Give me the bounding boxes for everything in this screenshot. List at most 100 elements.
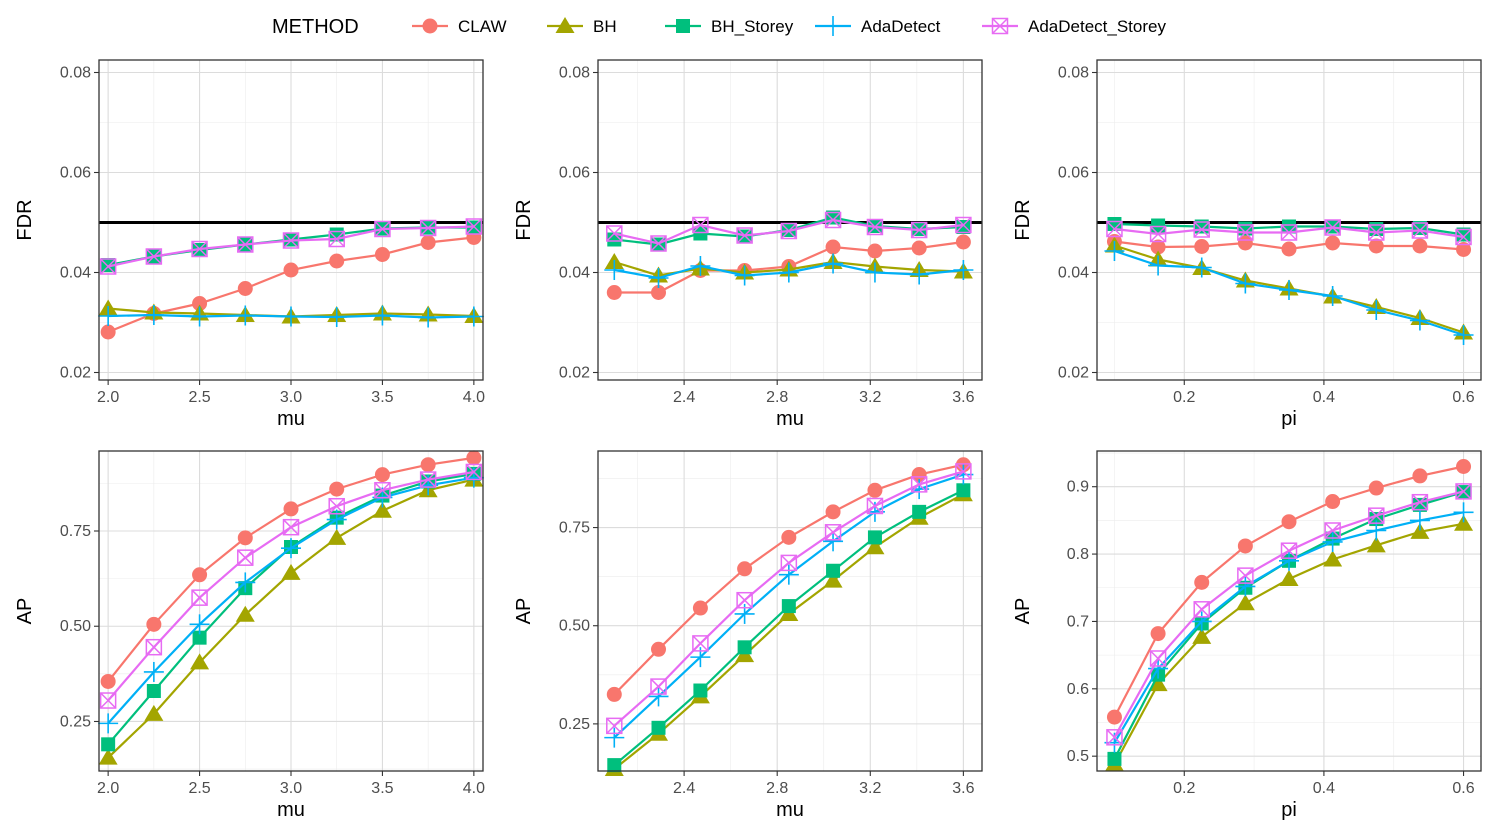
data-point-claw	[1456, 242, 1472, 257]
data-point-adadetect	[648, 686, 669, 707]
data-point-adadetect-storey	[145, 638, 163, 656]
x-axis-label: mu	[776, 799, 804, 821]
data-point-adadetect	[823, 531, 844, 552]
y-tick-label: 0.25	[559, 716, 590, 733]
x-tick-label: 3.5	[371, 389, 393, 406]
data-point-bh-storey	[1151, 218, 1166, 233]
data-point-bh-storey	[192, 630, 207, 645]
data-point-adadetect	[1366, 300, 1387, 320]
data-point-adadetect-storey	[910, 221, 928, 239]
x-tick-label: 3.2	[859, 389, 881, 406]
data-point-bh	[98, 748, 118, 765]
data-point-claw	[1412, 468, 1428, 484]
panel-1: 2.0 2.5 3.0 3.5 4.0 mu 0.02 0.04 0.06 0.08 FDR	[14, 59, 485, 430]
legend-entry-claw: CLAW	[412, 17, 507, 36]
data-point-claw	[1150, 239, 1166, 255]
data-point-adadetect	[281, 538, 301, 559]
data-point-adadetect-storey	[606, 225, 623, 242]
data-point-adadetect-storey	[1193, 601, 1210, 618]
x-axis-label: mu	[277, 408, 305, 430]
legend-key-marker	[823, 16, 843, 36]
x-tick-label: 3.0	[280, 389, 302, 406]
data-point-adadetect-storey	[866, 218, 884, 236]
data-point-adadetect-storey	[465, 463, 483, 481]
data-point-bh	[372, 501, 392, 518]
data-point-claw	[1325, 235, 1341, 251]
x-tick-label: 2.0	[97, 389, 119, 406]
data-point-bh-storey	[146, 684, 161, 698]
series-claw	[100, 450, 482, 689]
data-point-bh-storey	[912, 504, 927, 519]
legend-key-marker	[676, 19, 690, 33]
y-tick-label: 0.04	[559, 265, 590, 282]
data-point-adadetect	[326, 307, 347, 327]
y-axis-label: FDR	[513, 199, 535, 240]
x-tick-label: 3.2	[859, 780, 881, 797]
series-adadetect	[98, 305, 484, 328]
y-tick-label: 0.6	[1067, 681, 1089, 698]
x-tick-label: 4.0	[463, 780, 485, 797]
data-point-adadetect	[281, 306, 301, 327]
y-tick-label: 0.08	[559, 65, 590, 82]
legend-entry-adadetect: AdaDetect	[815, 16, 941, 36]
data-point-adadetect	[1191, 611, 1212, 632]
data-point-adadetect	[864, 262, 885, 283]
x-tick-label: 2.0	[97, 780, 119, 797]
data-point-adadetect-storey	[1237, 224, 1254, 241]
data-point-claw	[1281, 514, 1297, 530]
x-tick-label: 3.6	[952, 780, 974, 797]
data-point-adadetect-storey	[1149, 650, 1167, 667]
x-axis: 2.0 2.5 3.0 3.5 4.0 mu	[97, 380, 485, 430]
data-point-adadetect-storey	[736, 591, 753, 609]
series-adadetect-storey	[606, 211, 972, 252]
data-point-adadetect-storey	[736, 227, 753, 244]
data-point-claw	[651, 641, 667, 657]
data-point-claw	[692, 600, 708, 616]
y-axis-label: AP	[513, 598, 535, 625]
y-axis-label: AP	[14, 598, 36, 625]
data-point-bh	[823, 571, 843, 588]
data-point-adadetect-storey	[328, 497, 345, 515]
data-point-adadetect-storey	[99, 692, 117, 709]
data-point-bh	[327, 528, 347, 545]
y-axis: 0.5 0.6 0.7 0.8 0.9 AP	[1012, 479, 1097, 765]
data-point-claw	[1368, 238, 1384, 254]
x-tick-label: 3.6	[952, 389, 974, 406]
data-point-bh-storey	[1369, 222, 1384, 236]
legend-entry-adadetect-storey: AdaDetect_Storey	[982, 17, 1166, 36]
panel-3: 0.2 0.4 0.6 pi 0.02 0.04 0.06 0.08 FDR	[1012, 59, 1482, 430]
x-tick-label: 0.2	[1173, 389, 1195, 406]
data-point-adadetect	[1322, 531, 1343, 552]
data-point-claw	[1281, 241, 1297, 257]
x-axis-label: mu	[776, 408, 804, 430]
series-adadetect	[604, 464, 974, 748]
gridlines	[99, 451, 483, 771]
y-tick-label: 0.06	[1058, 165, 1089, 182]
data-point-adadetect	[1279, 550, 1299, 571]
data-point-bh	[865, 538, 885, 555]
y-tick-label: 0.08	[1058, 65, 1089, 82]
data-point-adadetect-storey	[1368, 507, 1385, 524]
data-point-adadetect	[235, 305, 256, 326]
data-point-claw	[420, 235, 436, 250]
data-point-adadetect	[1279, 280, 1299, 300]
x-axis: 0.2 0.4 0.6 pi	[1173, 771, 1475, 821]
data-point-adadetect-storey	[692, 216, 709, 234]
y-tick-label: 0.25	[60, 713, 91, 730]
data-point-adadetect	[778, 564, 799, 585]
legend-label: BH	[593, 17, 617, 36]
data-point-claw	[737, 561, 753, 577]
data-point-adadetect	[1235, 273, 1256, 294]
series-bh	[98, 470, 484, 765]
data-point-claw	[283, 262, 299, 278]
data-point-adadetect	[823, 253, 844, 274]
x-tick-label: 2.4	[673, 780, 695, 797]
data-point-claw	[1194, 574, 1210, 590]
data-point-claw	[1325, 494, 1341, 510]
data-point-claw	[420, 457, 436, 473]
y-axis-label: FDR	[1012, 199, 1034, 240]
data-point-adadetect	[143, 305, 164, 325]
data-point-adadetect	[1104, 241, 1125, 261]
x-tick-label: 2.4	[673, 389, 695, 406]
